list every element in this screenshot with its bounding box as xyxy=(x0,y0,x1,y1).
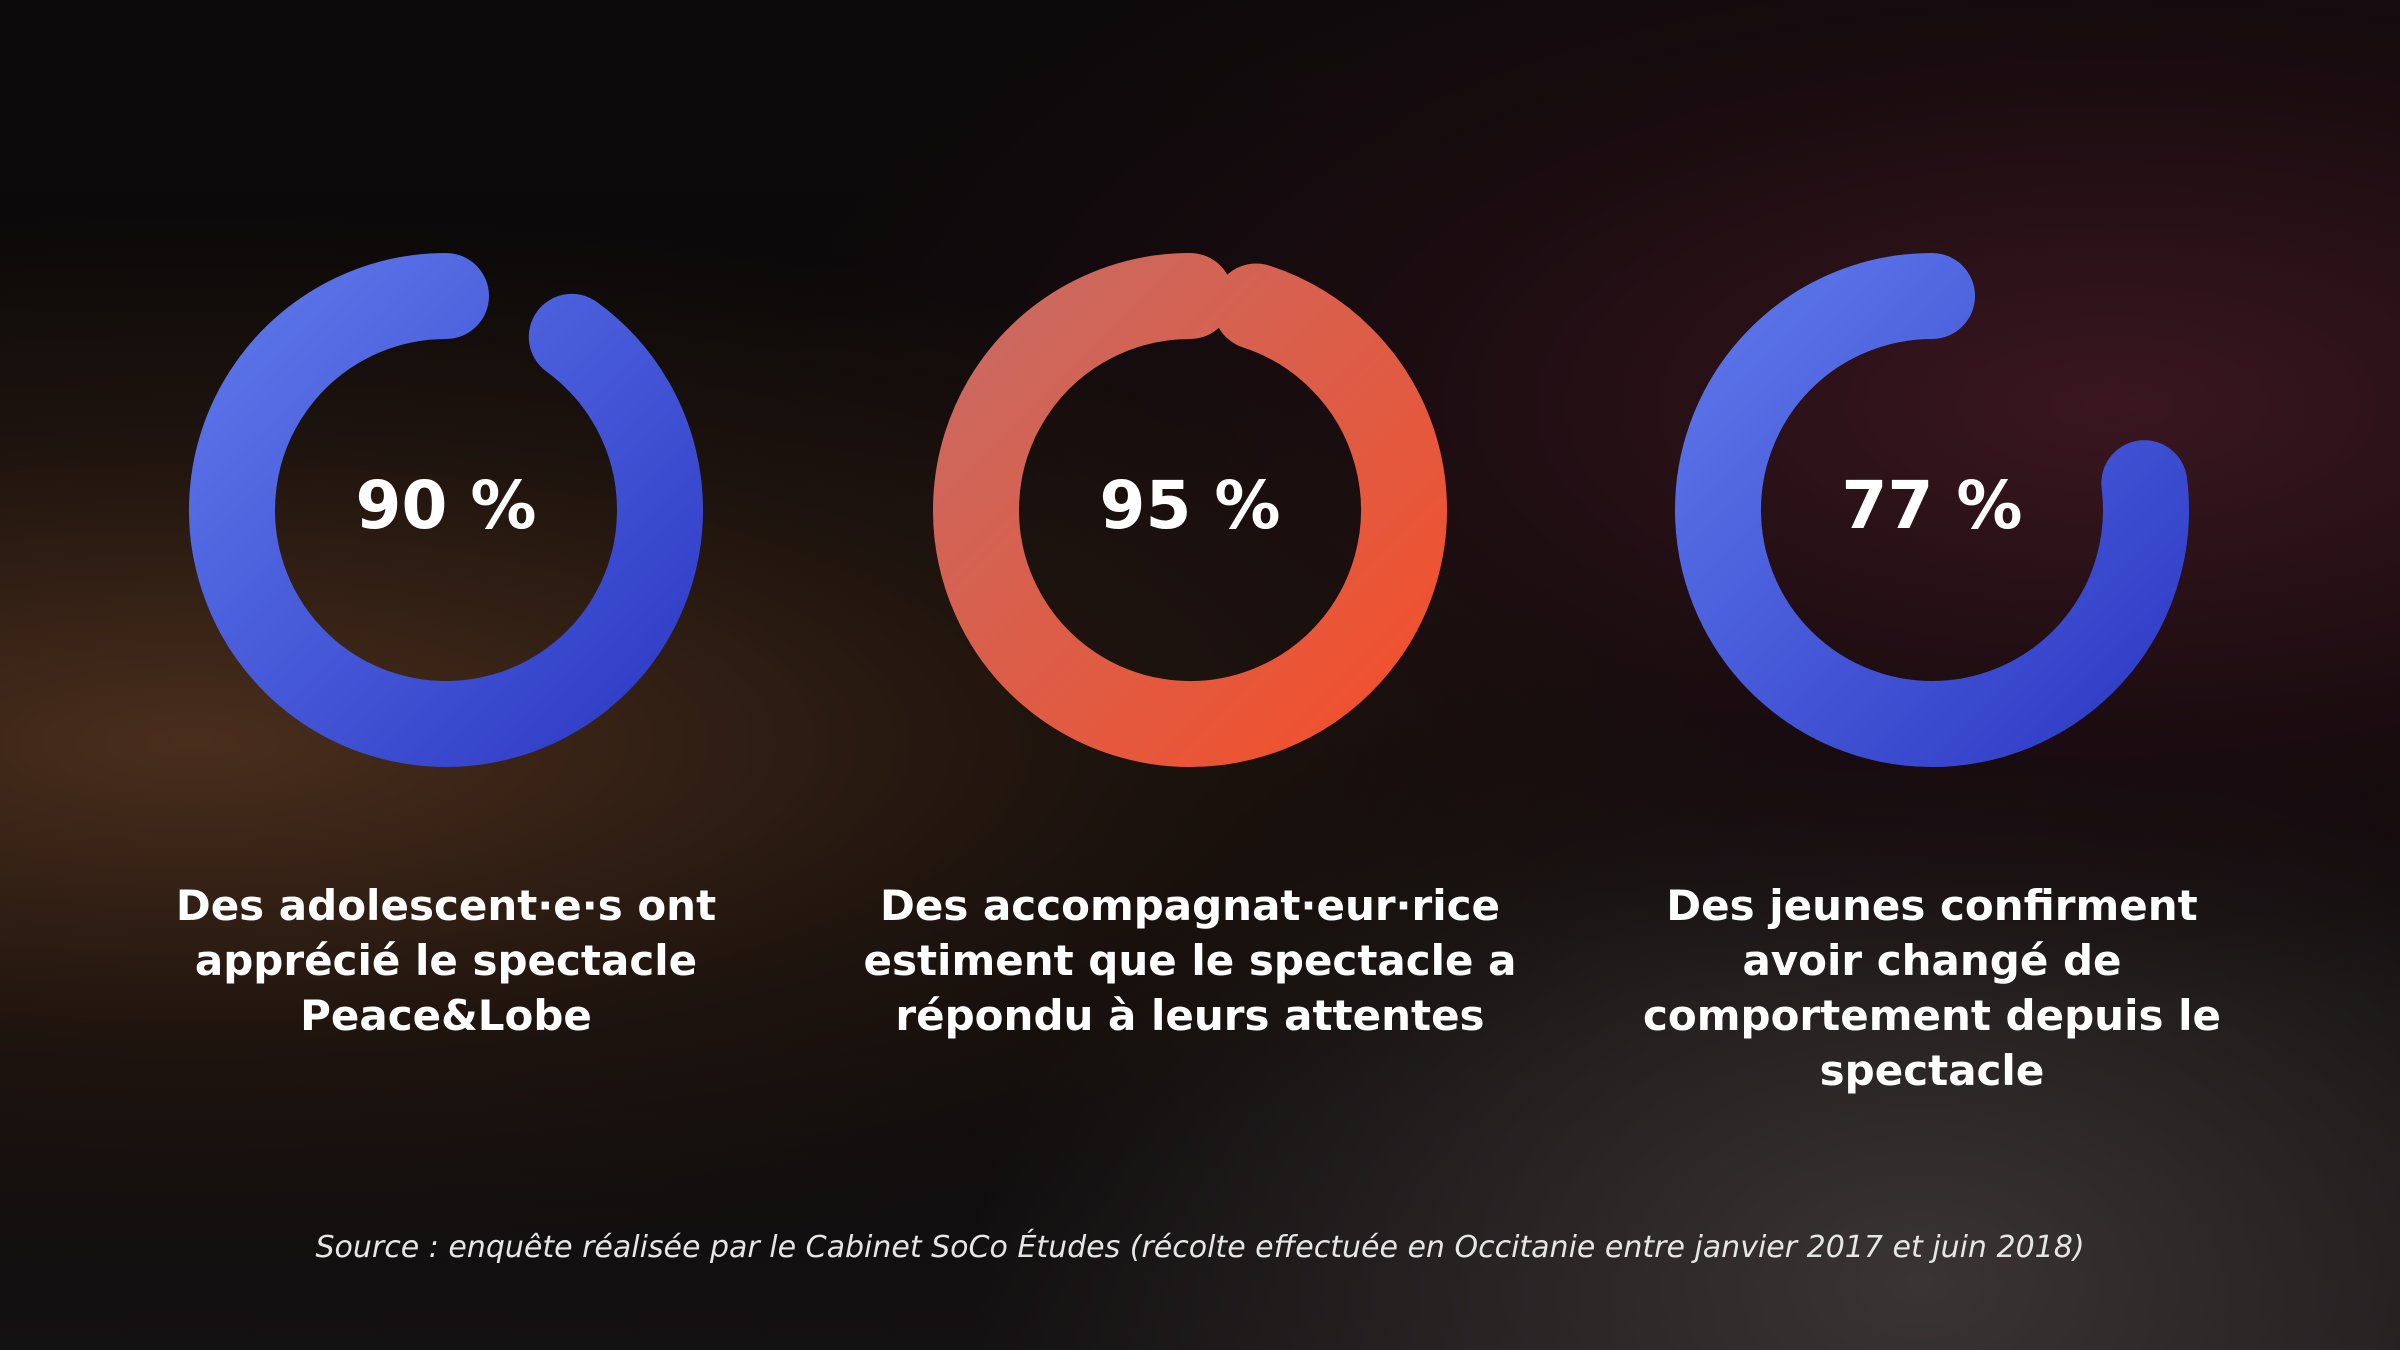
ring-arc xyxy=(189,253,703,767)
ring-label: 90 % xyxy=(356,467,537,544)
ring-arc xyxy=(1675,253,2189,767)
caption: Des adolescent·e·s ont apprécié le spect… xyxy=(175,881,717,1040)
caption: Des accompagnat·eur·rice estiment que le… xyxy=(863,881,1517,1040)
caption: Des jeunes confirment avoir changé de co… xyxy=(1643,881,2221,1095)
ring-arc xyxy=(933,253,1447,767)
footnote: Source : enquête réalisée par le Cabinet… xyxy=(315,1230,2085,1265)
ring-label: 95 % xyxy=(1100,467,1281,544)
ring-label: 77 % xyxy=(1842,467,2023,544)
